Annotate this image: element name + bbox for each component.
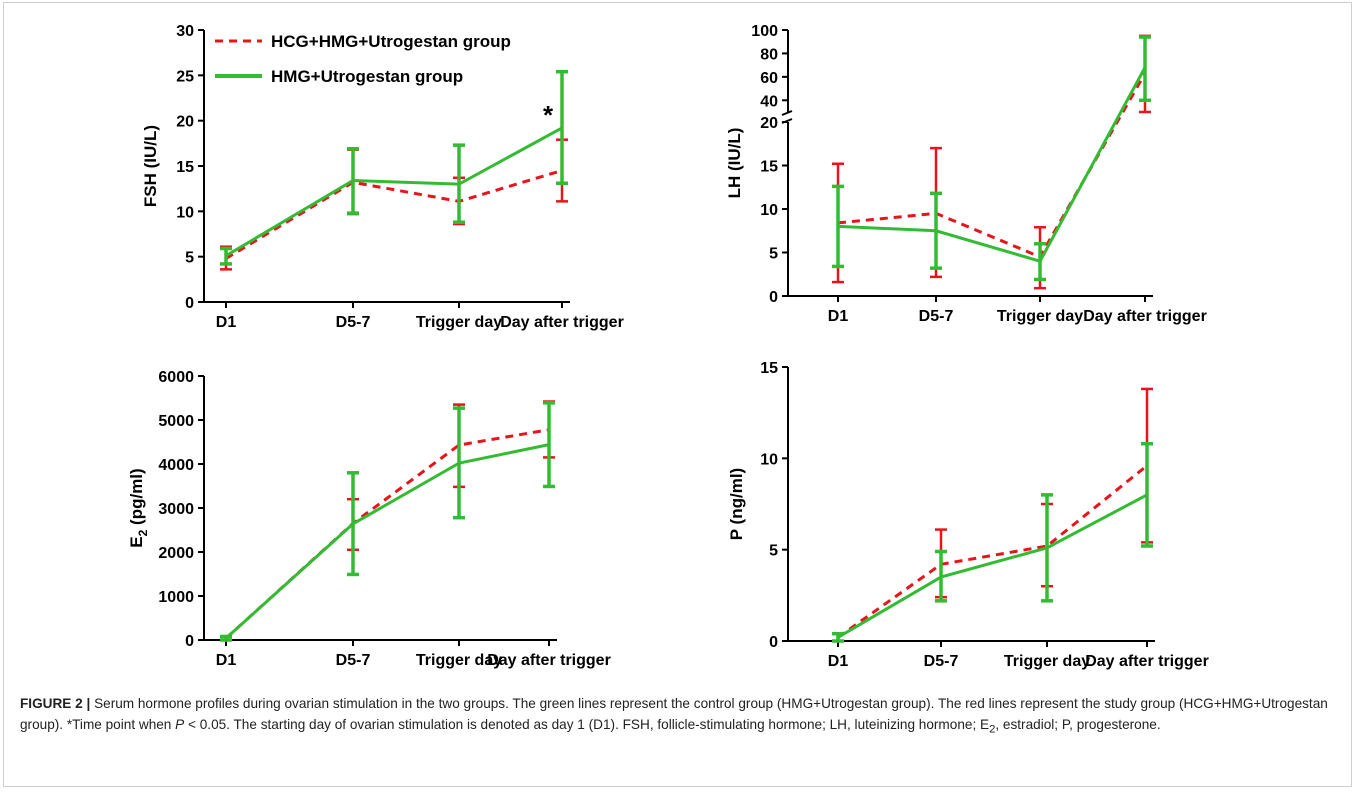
series-line-red bbox=[837, 72, 1147, 259]
series-line-red bbox=[224, 428, 550, 640]
x-tick-label-p: D5-7 bbox=[924, 653, 959, 670]
x-tick-label-p: D1 bbox=[828, 653, 849, 670]
y-tick-label-lh: 100 bbox=[751, 23, 778, 40]
y-tick-label-e2: 5000 bbox=[158, 413, 194, 430]
y-tick-label-lh: 15 bbox=[760, 159, 778, 176]
y-tick-label-e2: 4000 bbox=[158, 457, 194, 474]
y-axis-label-lh: LH (IU/L) bbox=[725, 128, 744, 199]
x-tick-label-fsh: Day after trigger bbox=[500, 314, 624, 331]
x-tick-label-p: Day after trigger bbox=[1085, 653, 1209, 670]
x-tick-label-e2: D1 bbox=[216, 652, 237, 669]
y-tick-label-e2: 6000 bbox=[158, 369, 194, 386]
x-tick-label-e2: Day after trigger bbox=[487, 652, 611, 669]
series-line-green bbox=[837, 66, 1147, 263]
x-tick-label-lh: Trigger day bbox=[997, 308, 1083, 325]
y-axis-label-sub: 2 bbox=[136, 529, 150, 536]
y-tick-label-e2: 0 bbox=[185, 633, 194, 650]
caption-p-symbol: P bbox=[175, 717, 185, 732]
y-axis-label-fsh: FSH (IU/L) bbox=[141, 125, 160, 207]
y-tick-label-lh: 80 bbox=[760, 46, 778, 63]
y-axis-label-e2: E2 (pg/ml) bbox=[127, 468, 150, 547]
y-axis-label-p: P (ng/ml) bbox=[727, 468, 746, 540]
y-tick-label-lh: 0 bbox=[769, 289, 778, 306]
series-line-green bbox=[224, 443, 550, 640]
y-tick-label-lh: 40 bbox=[760, 93, 778, 110]
y-tick-label-lh: 10 bbox=[760, 202, 778, 219]
significance-asterisk: * bbox=[543, 100, 554, 130]
y-axis-label-rest: (pg/ml) bbox=[127, 468, 146, 529]
series-line-red bbox=[837, 464, 1148, 639]
y-tick-label-e2: 2000 bbox=[158, 545, 194, 562]
y-tick-label-fsh: 10 bbox=[176, 204, 194, 221]
y-tick-label-fsh: 5 bbox=[185, 250, 194, 267]
x-tick-label-lh: Day after trigger bbox=[1083, 308, 1207, 325]
legend-label-red: HCG+HMG+Utrogestan group bbox=[271, 32, 511, 51]
series-line-green bbox=[225, 126, 563, 258]
series-line-red bbox=[225, 169, 563, 260]
caption-text-1: Serum hormone profiles during ovarian st… bbox=[20, 696, 1328, 732]
caption-text-3: , estradiol; P, progesterone. bbox=[995, 717, 1161, 732]
panel-lh: D1 D5-7 Trigger day Day after trigger 0 5 10 15… bbox=[725, 23, 1207, 325]
y-tick-label-lh: 20 bbox=[760, 115, 778, 132]
y-tick-label-p: 10 bbox=[760, 451, 778, 468]
y-axis-label-main: E bbox=[127, 536, 146, 547]
y-tick-label-p: 5 bbox=[769, 543, 778, 560]
axis-break-mark bbox=[781, 110, 793, 116]
x-tick-label-e2: D5-7 bbox=[336, 652, 371, 669]
legend: HCG+HMG+Utrogestan group HMG+Utrogestan g… bbox=[215, 32, 511, 86]
x-tick-label-lh: D5-7 bbox=[919, 308, 954, 325]
caption-text-2: < 0.05. The starting day of ovarian stim… bbox=[184, 717, 990, 732]
y-tick-label-fsh: 15 bbox=[176, 159, 194, 176]
y-tick-label-p: 0 bbox=[769, 634, 778, 651]
caption-label: FIGURE 2 | bbox=[20, 696, 91, 711]
legend-label-green: HMG+Utrogestan group bbox=[271, 67, 463, 86]
y-tick-label-e2: 3000 bbox=[158, 501, 194, 518]
y-tick-label-fsh: 20 bbox=[176, 114, 194, 131]
caption-e-subscript: 2 bbox=[989, 723, 996, 736]
y-tick-label-p: 15 bbox=[760, 360, 778, 377]
y-tick-label-lh: 5 bbox=[769, 246, 778, 263]
figure-frame bbox=[3, 2, 1352, 787]
x-tick-label-lh: D1 bbox=[828, 308, 849, 325]
x-tick-label-fsh: D5-7 bbox=[336, 314, 371, 331]
x-tick-label-p: Trigger day bbox=[1004, 653, 1090, 670]
y-tick-label-fsh: 25 bbox=[176, 68, 194, 85]
x-tick-label-fsh: D1 bbox=[216, 314, 237, 331]
x-tick-label-e2: Trigger day bbox=[416, 652, 502, 669]
figure-caption: FIGURE 2 | Serum hormone profiles during… bbox=[20, 693, 1340, 741]
series-line-green bbox=[837, 493, 1148, 639]
y-tick-label-e2: 1000 bbox=[158, 589, 194, 606]
y-tick-label-lh: 60 bbox=[760, 70, 778, 87]
y-tick-label-fsh: 0 bbox=[185, 295, 194, 312]
y-tick-label-fsh: 30 bbox=[176, 23, 194, 40]
x-tick-label-fsh: Trigger day bbox=[416, 314, 502, 331]
